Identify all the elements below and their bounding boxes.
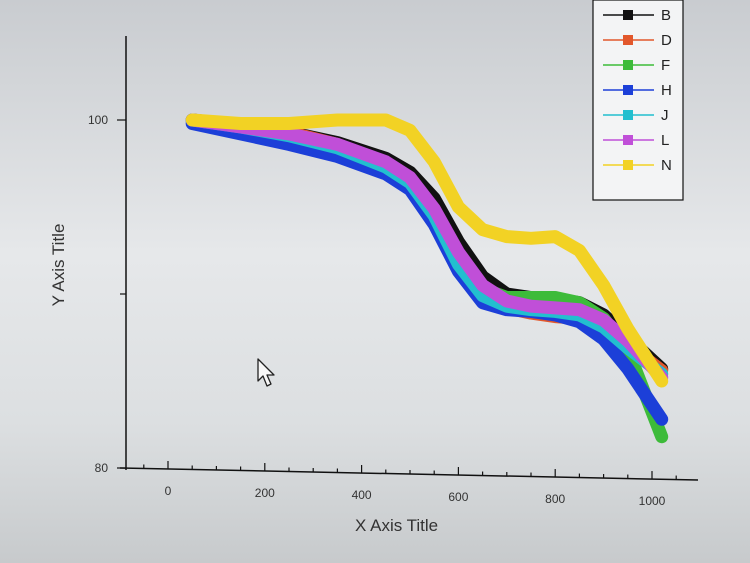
- legend-label: F: [661, 57, 670, 74]
- legend-marker: [623, 160, 633, 170]
- x-axis-ticks: 0 200 400 600 800 1000: [143, 460, 677, 508]
- legend-marker: [623, 85, 633, 95]
- legend-item-l: L: [603, 132, 669, 149]
- x-tick-label: 0: [165, 484, 172, 498]
- series-n-line: [185, 113, 669, 388]
- legend-marker: [623, 35, 633, 45]
- legend-marker: [623, 10, 633, 20]
- legend-item-b: B: [603, 7, 671, 24]
- x-axis-title: X Axis Title: [355, 516, 438, 535]
- x-tick-label: 400: [352, 488, 372, 502]
- mouse-cursor-icon: [257, 358, 275, 387]
- legend-label: B: [661, 7, 671, 24]
- legend-label: H: [661, 82, 672, 99]
- y-axis-title: Y Axis Title: [49, 224, 68, 307]
- series-l-line: [185, 113, 669, 384]
- legend-marker: [623, 110, 633, 120]
- legend-marker: [623, 60, 633, 70]
- x-tick-label: 600: [448, 490, 468, 504]
- legend-item-d: D: [603, 32, 672, 49]
- y-axis-ticks: 80 100: [88, 113, 126, 475]
- legend-box: [592, 0, 684, 201]
- legend-item-j: J: [603, 107, 669, 124]
- legend-item-n: N: [603, 157, 672, 174]
- x-tick-label: 200: [255, 486, 275, 500]
- y-tick-label: 100: [88, 113, 108, 127]
- plot-lines: [185, 113, 669, 444]
- legend-label: L: [661, 132, 669, 149]
- legend-marker: [623, 135, 633, 145]
- legend-item-f: F: [603, 57, 670, 74]
- x-axis-line: [119, 467, 699, 481]
- legend-label: J: [661, 107, 669, 124]
- y-tick-label: 80: [95, 461, 109, 475]
- x-tick-label: 800: [545, 492, 565, 506]
- legend-label: N: [661, 157, 672, 174]
- legend-item-h: H: [603, 82, 672, 99]
- x-tick-label: 1000: [639, 494, 666, 508]
- legend-label: D: [661, 32, 672, 49]
